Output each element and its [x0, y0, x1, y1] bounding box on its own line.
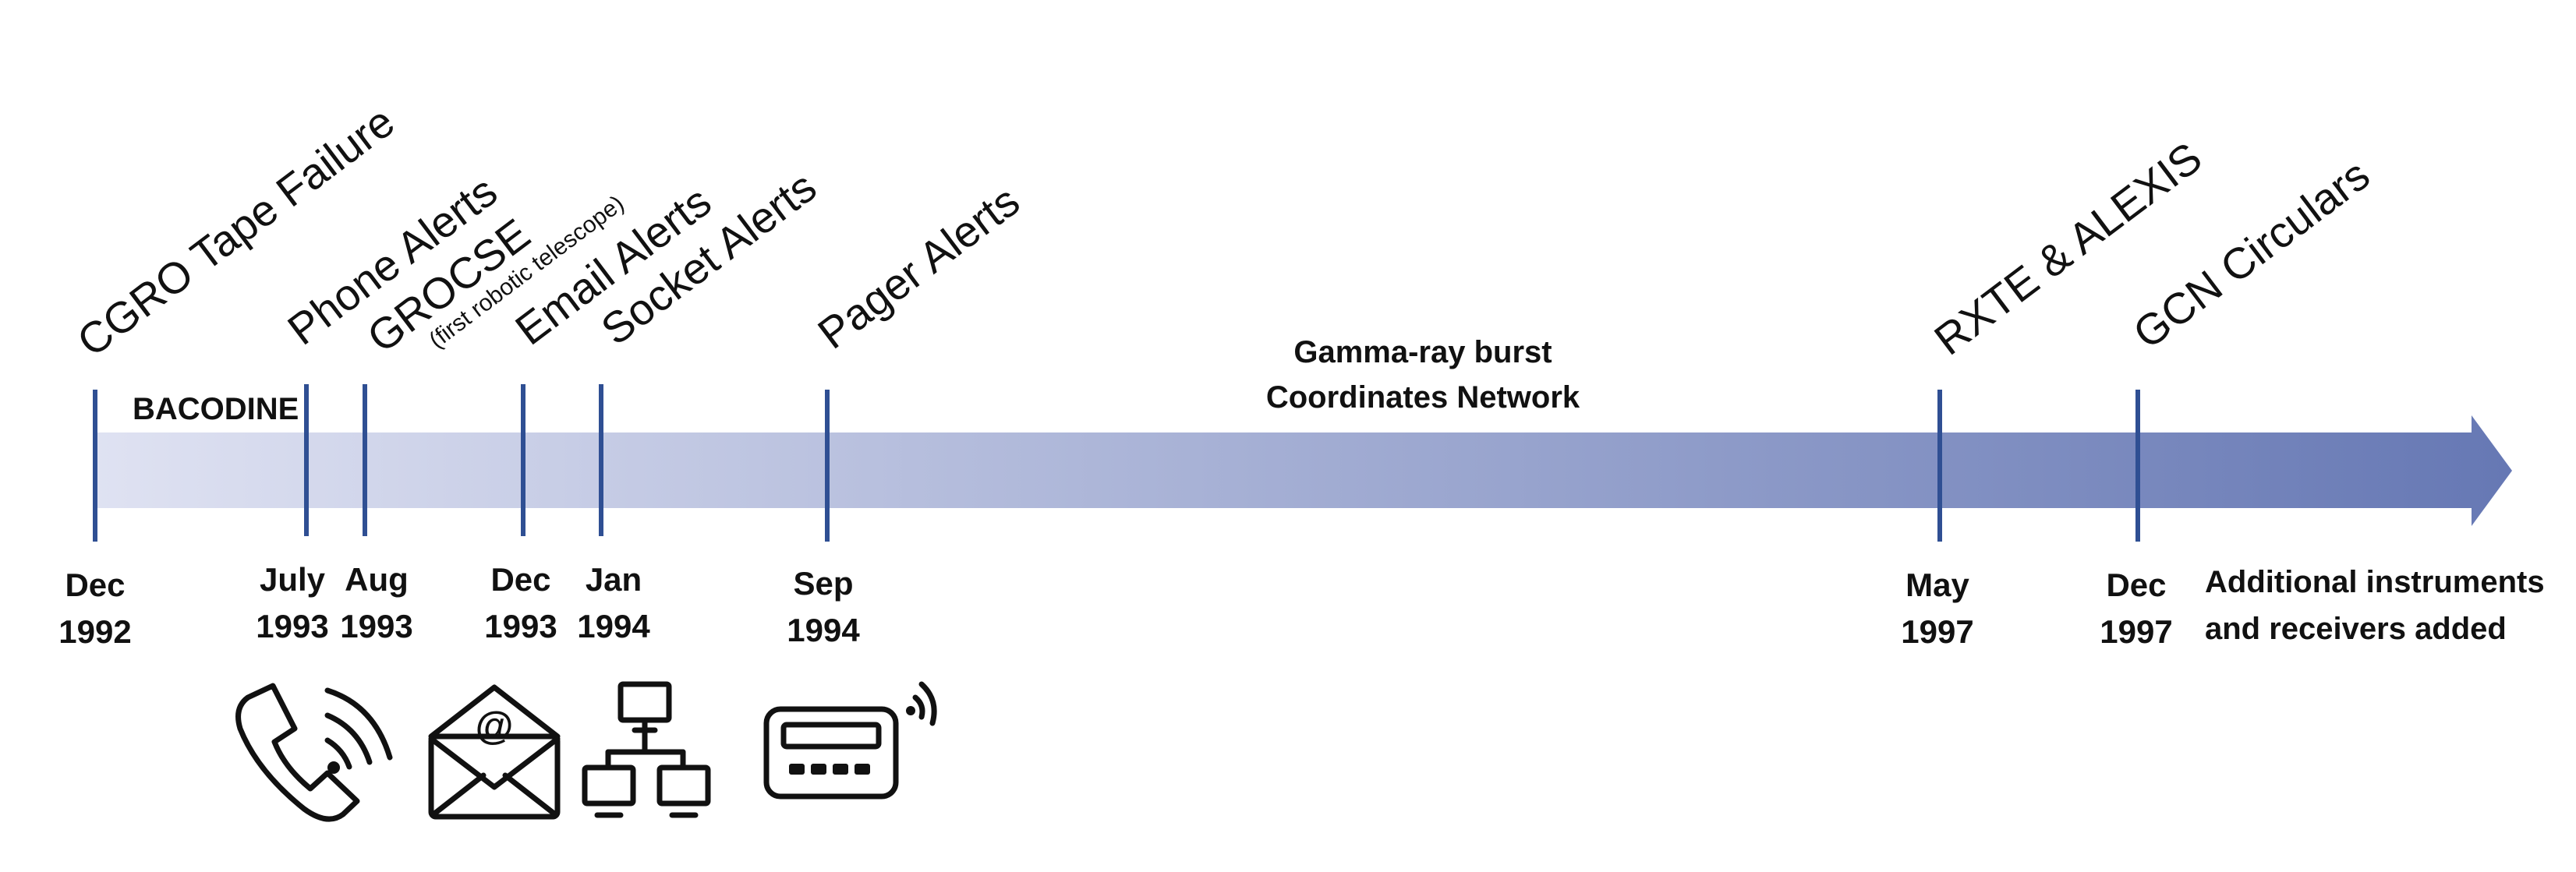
date-month-sep-1994: Sep — [793, 565, 853, 602]
date-year-dec-1997: 1997 — [2100, 613, 2172, 650]
date-month-jan-1994: Jan — [586, 561, 642, 598]
network-label-line1: Gamma-ray burst — [1293, 335, 1552, 369]
additional-label-line2: and receivers added — [2205, 612, 2507, 646]
date-month-may-1997: May — [1905, 567, 1969, 603]
date-year-aug-1993: 1993 — [340, 608, 412, 644]
date-year-dec-1993: 1993 — [484, 608, 557, 644]
date-month-dec-1992: Dec — [65, 567, 125, 603]
date-year-may-1997: 1997 — [1901, 613, 1973, 650]
date-month-july-1993: July — [260, 561, 326, 598]
timeline-arrow — [94, 415, 2512, 526]
pager-icon — [763, 681, 937, 800]
event-title-cgro-tape-failure: CGRO Tape Failure — [68, 97, 403, 366]
network-label-line2: Coordinates Network — [1266, 380, 1580, 415]
email-icon: @ — [428, 684, 561, 820]
event-title-pager-alerts: Pager Alerts — [809, 176, 1028, 358]
date-year-sep-1994: 1994 — [787, 612, 860, 648]
date-year-july-1993: 1993 — [256, 608, 328, 644]
network-icon — [582, 681, 711, 818]
date-year-jan-1994: 1994 — [577, 608, 650, 644]
date-year-dec-1992: 1992 — [58, 613, 131, 650]
date-month-dec-1997: Dec — [2106, 567, 2166, 603]
svg-text:@: @ — [476, 704, 514, 747]
phone-icon — [235, 683, 393, 822]
date-month-dec-1993: Dec — [490, 561, 550, 598]
additional-label-line1: Additional instruments — [2205, 565, 2545, 599]
date-month-aug-1993: Aug — [345, 561, 409, 598]
bacodine-label: BACODINE — [133, 392, 299, 426]
